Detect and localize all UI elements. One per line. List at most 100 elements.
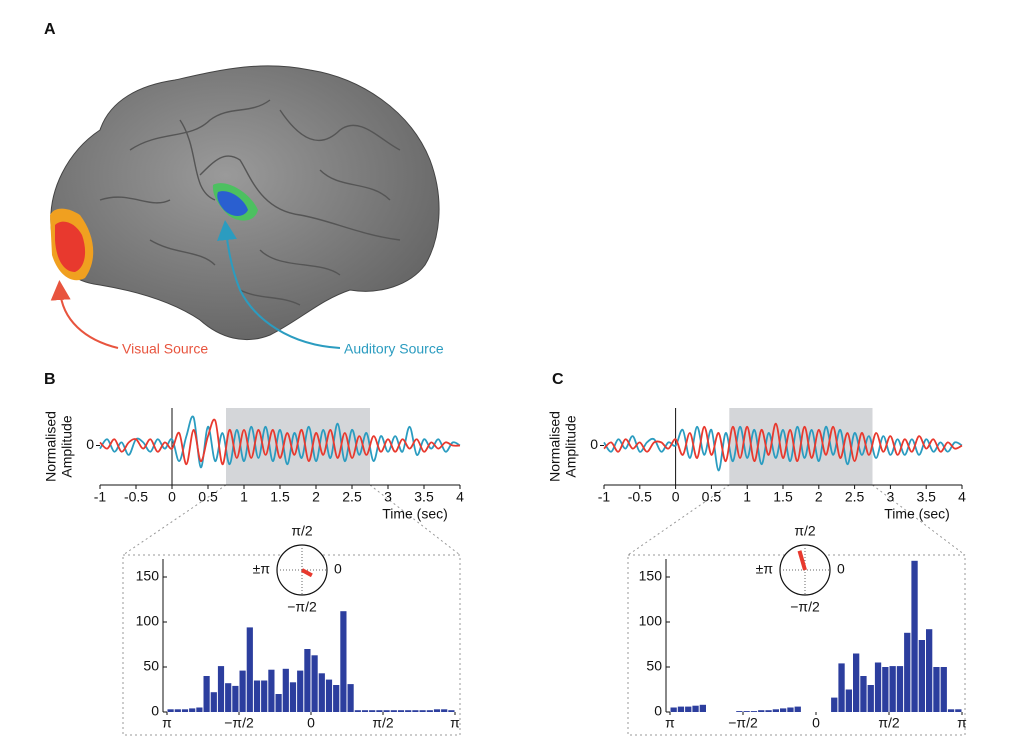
bar — [685, 706, 692, 712]
x-tick-label: 1 — [743, 489, 751, 505]
bar — [232, 685, 239, 712]
bar — [210, 692, 217, 712]
x-tick-label: 2.5 — [845, 489, 865, 505]
bar — [225, 683, 232, 712]
bar — [911, 560, 918, 712]
bar — [405, 710, 412, 712]
bar — [831, 697, 838, 712]
bar — [304, 649, 311, 712]
bar — [289, 682, 297, 712]
bar — [390, 710, 397, 712]
mean-phase — [797, 550, 807, 571]
bar — [167, 709, 174, 712]
compass-label: ±π — [253, 561, 271, 577]
x-tick-label: 4 — [958, 489, 966, 505]
x-tick-label: 0 — [812, 715, 820, 731]
x-tick-label: -1 — [94, 489, 107, 505]
bar — [369, 710, 376, 712]
auditory-source-patch — [217, 191, 248, 216]
signal-line — [603, 425, 963, 472]
panel-label: A — [44, 21, 56, 38]
bar — [918, 640, 925, 712]
bar — [699, 704, 706, 712]
x-tick-label: 0 — [168, 489, 176, 505]
x-tick-label: 2 — [815, 489, 823, 505]
zoom-line — [369, 484, 461, 556]
y-axis-label: Normalised — [547, 411, 563, 482]
visual-arrow — [50, 280, 119, 349]
y-tick-label: 100 — [136, 613, 160, 629]
bar — [203, 676, 210, 712]
x-tick-label: 0.5 — [198, 489, 218, 505]
y-tick-label: 50 — [646, 658, 662, 674]
bar — [340, 611, 347, 712]
x-tick-label: -1 — [598, 489, 611, 505]
compass-label: −π/2 — [287, 599, 317, 615]
x-tick-label: 3.5 — [916, 489, 936, 505]
bar — [955, 709, 962, 712]
signal-line — [99, 418, 461, 466]
bar — [347, 684, 354, 712]
bar — [253, 680, 261, 712]
visual-source-patch — [55, 221, 86, 272]
bar — [196, 707, 203, 712]
panel-label: C — [552, 371, 564, 388]
zoom-frame — [122, 554, 461, 736]
y-tick-label: 0 — [654, 703, 662, 719]
bar — [412, 710, 419, 712]
bar — [297, 670, 304, 712]
compass-label: −π/2 — [790, 599, 820, 615]
bar — [441, 709, 448, 712]
bar — [853, 653, 860, 712]
bar — [361, 710, 369, 712]
x-tick-label: π — [957, 715, 967, 731]
y-tick-label: 0 — [590, 436, 598, 452]
bar — [419, 710, 426, 712]
bar — [181, 709, 189, 712]
visual-source-label: Visual Source — [122, 341, 208, 357]
x-tick-label: 1 — [240, 489, 248, 505]
bar — [743, 711, 750, 712]
zoom-line — [872, 484, 966, 556]
bar — [860, 676, 867, 712]
bar — [947, 709, 955, 712]
y-axis-label: Amplitude — [563, 415, 579, 477]
bar — [772, 709, 779, 712]
x-tick-label: 2 — [312, 489, 320, 505]
x-tick-label: 3.5 — [414, 489, 434, 505]
x-tick-label: -0.5 — [124, 489, 148, 505]
compass-label: 0 — [837, 561, 845, 577]
y-tick-label: 50 — [143, 658, 159, 674]
bar — [677, 706, 685, 712]
bar — [867, 685, 874, 712]
bar — [750, 711, 758, 712]
x-tick-label: 0 — [672, 489, 680, 505]
bar — [354, 710, 361, 712]
bar — [838, 663, 845, 712]
y-tick-label: 150 — [639, 568, 663, 584]
bar — [174, 709, 181, 712]
x-tick-label: −π/2 — [224, 715, 254, 731]
x-tick-label: 0 — [307, 715, 315, 731]
bar — [318, 673, 325, 712]
bar — [765, 710, 772, 712]
bar — [189, 708, 196, 712]
bar — [246, 627, 253, 712]
bar — [217, 666, 225, 712]
x-tick-label: π — [665, 715, 675, 731]
x-tick-label: 2.5 — [342, 489, 362, 505]
compass-label: ±π — [756, 561, 774, 577]
bar — [397, 710, 405, 712]
bar — [874, 662, 882, 712]
bar — [926, 629, 933, 712]
x-axis-label: Time (sec) — [884, 506, 950, 522]
x-tick-label: π/2 — [372, 715, 394, 731]
mean-phase — [301, 568, 313, 578]
signal-line — [603, 422, 963, 463]
y-axis-label: Normalised — [43, 411, 59, 482]
x-tick-label: 1.5 — [270, 489, 290, 505]
bar — [275, 694, 282, 712]
bar — [758, 710, 765, 712]
x-tick-label: 3 — [887, 489, 895, 505]
sulci — [99, 99, 401, 306]
